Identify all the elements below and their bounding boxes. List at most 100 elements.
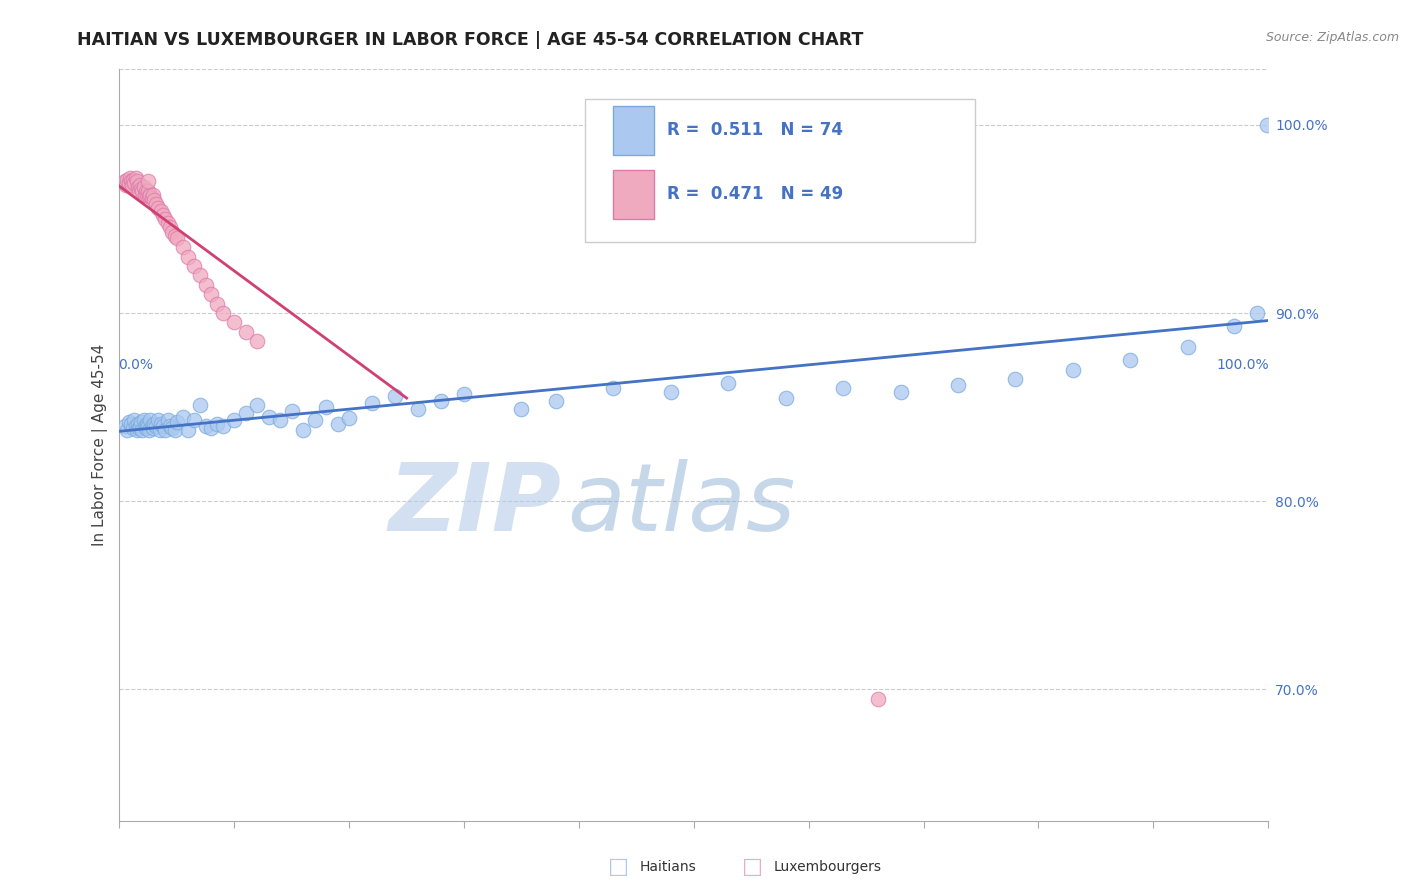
Point [149, 417, 172, 431]
Point [183, 259, 205, 273]
Point [717, 376, 740, 390]
Point [337, 411, 360, 425]
Point [135, 184, 157, 198]
Text: 100.0%: 100.0% [1216, 359, 1270, 372]
Point [148, 413, 170, 427]
Point [172, 240, 194, 254]
Point [544, 394, 567, 409]
Point [890, 385, 912, 400]
Point [159, 219, 181, 234]
Point [139, 187, 162, 202]
FancyBboxPatch shape [585, 99, 976, 242]
Y-axis label: In Labor Force | Age 45-54: In Labor Force | Age 45-54 [93, 343, 108, 546]
Point [132, 180, 155, 194]
Point [121, 178, 143, 193]
Point [117, 176, 139, 190]
Point [125, 423, 148, 437]
Point [510, 402, 533, 417]
Text: Luxembourgers: Luxembourgers [773, 860, 882, 874]
Point [132, 413, 155, 427]
Point [128, 421, 150, 435]
Point [235, 325, 257, 339]
Point [136, 419, 159, 434]
Point [866, 691, 889, 706]
Point [832, 381, 855, 395]
Point [127, 180, 149, 194]
Point [125, 174, 148, 188]
Point [142, 187, 165, 202]
Point [142, 193, 165, 207]
Point [224, 413, 246, 427]
Text: R =  0.471   N = 49: R = 0.471 N = 49 [668, 186, 844, 203]
Point [281, 404, 304, 418]
Point [430, 394, 453, 409]
Point [117, 172, 139, 186]
Text: Haitians: Haitians [640, 860, 696, 874]
Point [406, 402, 429, 417]
Point [246, 334, 269, 349]
Point [257, 409, 280, 424]
Point [145, 197, 167, 211]
Point [188, 268, 211, 283]
Point [166, 231, 188, 245]
Point [177, 250, 200, 264]
Text: HAITIAN VS LUXEMBOURGER IN LABOR FORCE | AGE 45-54 CORRELATION CHART: HAITIAN VS LUXEMBOURGER IN LABOR FORCE |… [77, 31, 863, 49]
Point [172, 409, 194, 424]
Point [159, 419, 181, 434]
Point [152, 208, 174, 222]
Point [136, 174, 159, 188]
Point [117, 415, 139, 429]
Text: ZIP: ZIP [389, 459, 562, 551]
Point [163, 423, 186, 437]
Point [162, 225, 184, 239]
Point [138, 423, 160, 437]
Point [361, 396, 384, 410]
Text: 0.0%: 0.0% [118, 359, 153, 372]
Point [118, 170, 141, 185]
Point [148, 201, 170, 215]
Point [127, 417, 149, 431]
Point [134, 419, 156, 434]
Point [145, 419, 167, 434]
Point [124, 413, 146, 427]
Point [142, 421, 165, 435]
Point [131, 423, 153, 437]
Point [224, 316, 246, 330]
Text: R =  0.511   N = 74: R = 0.511 N = 74 [668, 121, 844, 139]
Point [211, 419, 233, 434]
Point [177, 423, 200, 437]
Point [129, 178, 152, 193]
Point [163, 229, 186, 244]
Point [1119, 353, 1142, 368]
Point [188, 398, 211, 412]
Point [1004, 372, 1026, 386]
Point [115, 178, 138, 193]
Point [1222, 319, 1244, 334]
FancyBboxPatch shape [613, 106, 654, 154]
Point [138, 189, 160, 203]
Point [602, 381, 624, 395]
Point [124, 176, 146, 190]
Point [1177, 340, 1199, 354]
Point [156, 216, 179, 230]
Point [131, 184, 153, 198]
Point [235, 406, 257, 420]
Point [200, 421, 222, 435]
Point [136, 184, 159, 198]
Point [211, 306, 233, 320]
Point [200, 287, 222, 301]
Point [205, 417, 228, 431]
Point [326, 417, 349, 431]
Point [775, 391, 797, 405]
Point [122, 421, 145, 435]
Point [205, 296, 228, 310]
Point [183, 413, 205, 427]
Point [315, 400, 337, 414]
Point [129, 182, 152, 196]
Point [139, 413, 162, 427]
Point [141, 419, 163, 434]
Point [304, 413, 326, 427]
Text: □: □ [742, 857, 762, 877]
Point [194, 419, 217, 434]
Point [269, 413, 291, 427]
